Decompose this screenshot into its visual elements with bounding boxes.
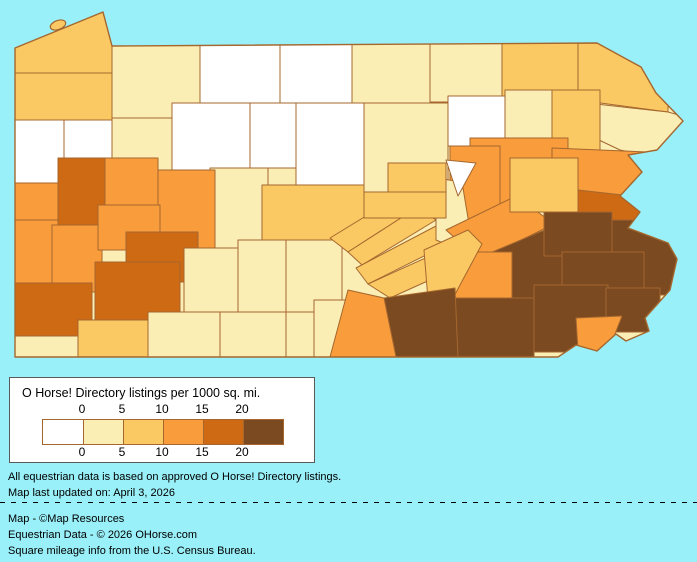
presque-isle	[49, 19, 67, 31]
credit-square-mileage: Square mileage info from the U.S. Census…	[8, 545, 256, 557]
legend-tick-label: 20	[235, 402, 249, 416]
legend-scale-top: 0 5 10 15 20	[42, 402, 282, 416]
county-blair	[237, 239, 287, 313]
county-clinton	[295, 102, 365, 186]
legend-tick-label: 10	[155, 445, 169, 459]
legend-swatch	[243, 420, 283, 444]
county-fulton	[285, 311, 315, 357]
county-adams	[329, 289, 397, 357]
legend-tick-label: 20	[235, 445, 249, 459]
county-cameron	[249, 102, 297, 169]
legend: O Horse! Directory listings per 1000 sq.…	[9, 377, 315, 463]
pennsylvania-choropleth-map	[14, 11, 684, 358]
county-clarion	[104, 157, 159, 206]
county-fayette	[77, 319, 149, 357]
county-snyder	[363, 191, 447, 219]
legend-swatch	[203, 420, 243, 444]
credit-map: Map - ©Map Resources	[8, 513, 125, 525]
county-crawford	[15, 72, 113, 121]
note-last-updated: Map last updated on: April 3, 2026	[8, 487, 175, 499]
county-union	[387, 162, 447, 193]
county-bedford	[219, 311, 287, 357]
county-carbon	[509, 157, 579, 213]
county-bradford	[429, 39, 503, 103]
credit-equestrian-data: Equestrian Data - © 2026 OHorse.com	[8, 529, 198, 541]
legend-colorbar	[42, 419, 284, 445]
legend-scale-bottom: 0 5 10 15 20	[42, 445, 282, 459]
legend-swatch	[163, 420, 203, 444]
legend-swatch	[43, 420, 83, 444]
legend-tick-label: 15	[195, 402, 209, 416]
county-cambria	[183, 247, 239, 313]
legend-tick-label: 0	[78, 402, 86, 416]
legend-swatch	[123, 420, 163, 444]
county-lawrence	[15, 182, 59, 221]
county-montour	[445, 159, 477, 197]
legend-tick-label: 10	[155, 402, 169, 416]
legend-tick-label: 5	[118, 402, 126, 416]
dashed-divider	[0, 502, 697, 503]
legend-tick-label: 0	[78, 445, 86, 459]
legend-swatch	[83, 420, 123, 444]
county-potter	[279, 39, 353, 104]
note-data-source: All equestrian data is based on approved…	[8, 471, 342, 483]
state-border	[14, 11, 684, 358]
county-somerset	[147, 311, 221, 357]
legend-title: O Horse! Directory listings per 1000 sq.…	[22, 386, 261, 400]
county-york	[383, 287, 459, 357]
county-tioga	[351, 39, 431, 104]
legend-tick-label: 5	[118, 445, 126, 459]
county-greene	[15, 335, 83, 357]
county-elk	[171, 102, 251, 173]
county-mckean	[199, 39, 281, 104]
county-wyoming	[504, 89, 553, 139]
county-mercer	[15, 119, 65, 184]
county-lehigh	[543, 211, 613, 257]
legend-tick-label: 15	[195, 445, 209, 459]
county-beaver	[15, 219, 59, 284]
